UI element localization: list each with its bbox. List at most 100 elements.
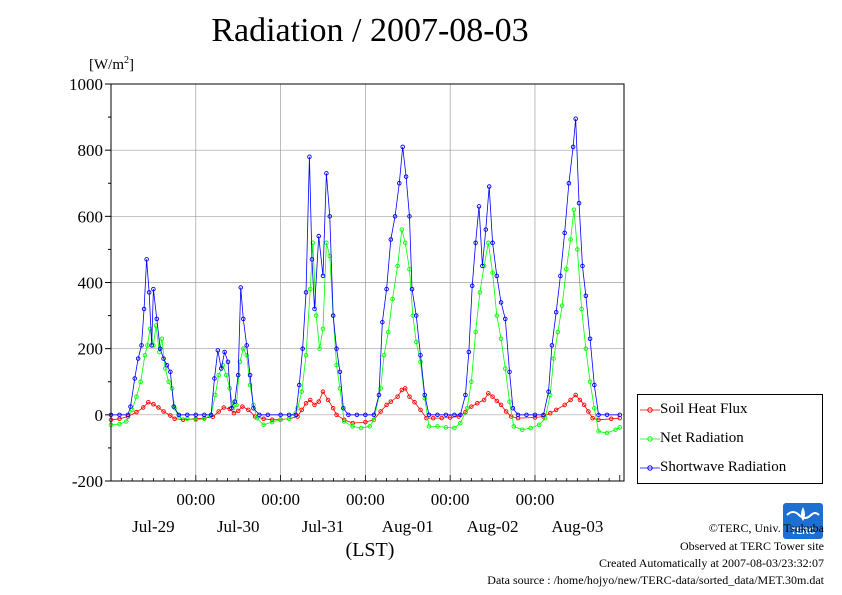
y-tick-label: 800 bbox=[78, 141, 104, 160]
data-point-shortwave-radiation bbox=[407, 214, 412, 219]
data-point-net-radiation bbox=[547, 392, 553, 398]
footer-observed: Observed at TERC Tower site bbox=[679, 539, 824, 553]
data-point-soil-heat-flux bbox=[246, 407, 251, 413]
data-point-net-radiation bbox=[583, 346, 589, 351]
data-point-shortwave-radiation bbox=[251, 405, 256, 411]
x-tick-label: 00:00 bbox=[261, 490, 300, 509]
chart-title: Radiation / 2007-08-03 bbox=[211, 12, 529, 49]
legend-label-soil-heat-flux: Soil Heat Flux bbox=[660, 401, 748, 417]
data-point-soil-heat-flux bbox=[418, 407, 423, 413]
data-point-soil-heat-flux bbox=[498, 402, 504, 408]
data-point-net-radiation bbox=[327, 253, 333, 259]
data-point-soil-heat-flux bbox=[439, 415, 444, 421]
data-point-shortwave-radiation bbox=[154, 316, 160, 322]
data-point-soil-heat-flux bbox=[481, 397, 487, 403]
data-point-soil-heat-flux bbox=[399, 387, 405, 393]
data-point-shortwave-radiation bbox=[128, 404, 133, 409]
data-point-shortwave-radiation bbox=[617, 412, 623, 418]
series-line-net-radiation bbox=[110, 209, 620, 434]
data-point-shortwave-radiation bbox=[458, 412, 463, 418]
data-point-soil-heat-flux bbox=[334, 412, 339, 418]
data-point-net-radiation bbox=[358, 425, 364, 431]
data-point-shortwave-radiation bbox=[324, 171, 329, 176]
data-point-shortwave-radiation bbox=[510, 405, 516, 411]
data-point-net-radiation bbox=[559, 303, 565, 308]
data-point-net-radiation bbox=[592, 405, 597, 411]
data-point-soil-heat-flux bbox=[235, 408, 241, 414]
data-point-shortwave-radiation bbox=[422, 392, 427, 398]
data-point-soil-heat-flux bbox=[312, 402, 317, 408]
data-point-shortwave-radiation bbox=[435, 412, 440, 418]
data-point-net-radiation bbox=[571, 207, 577, 212]
data-point-shortwave-radiation bbox=[418, 353, 423, 358]
data-point-soil-heat-flux bbox=[395, 394, 400, 399]
data-point-shortwave-radiation bbox=[327, 214, 333, 219]
data-point-net-radiation bbox=[575, 247, 580, 252]
legend-item-soil-heat-flux: Soil Heat Flux bbox=[638, 399, 824, 421]
data-point-soil-heat-flux bbox=[412, 400, 417, 405]
data-point-shortwave-radiation bbox=[132, 376, 137, 381]
data-point-shortwave-radiation bbox=[400, 144, 405, 150]
data-point-shortwave-radiation bbox=[146, 290, 152, 295]
data-point-net-radiation bbox=[367, 424, 372, 429]
data-point-soil-heat-flux bbox=[240, 404, 245, 409]
data-point-soil-heat-flux bbox=[547, 410, 553, 416]
data-point-net-radiation bbox=[386, 329, 391, 335]
legend-marker-soil-heat-flux bbox=[640, 407, 660, 413]
data-point-shortwave-radiation bbox=[244, 343, 249, 348]
data-point-soil-heat-flux bbox=[407, 394, 412, 399]
plot-frame bbox=[110, 83, 625, 482]
data-point-soil-heat-flux bbox=[316, 399, 321, 404]
y-axis-unit-label: [W/m2] bbox=[89, 55, 134, 74]
data-point-soil-heat-flux bbox=[168, 413, 173, 418]
data-point-shortwave-radiation bbox=[553, 310, 559, 315]
footer-created: Created Automatically at 2007-08-03/23:3… bbox=[599, 556, 824, 570]
data-point-shortwave-radiation bbox=[149, 343, 154, 348]
data-point-shortwave-radiation bbox=[296, 382, 302, 388]
data-point-shortwave-radiation bbox=[286, 412, 292, 418]
data-point-shortwave-radiation bbox=[463, 392, 468, 398]
x-tick-label: 00:00 bbox=[176, 490, 215, 509]
data-point-net-radiation bbox=[313, 313, 319, 318]
data-point-net-radiation bbox=[443, 425, 449, 430]
data-point-shortwave-radiation bbox=[312, 306, 317, 312]
data-point-soil-heat-flux bbox=[577, 397, 583, 403]
data-point-shortwave-radiation bbox=[604, 412, 610, 418]
data-point-shortwave-radiation bbox=[176, 412, 182, 418]
data-point-shortwave-radiation bbox=[546, 389, 551, 394]
legend-label-net-radiation: Net Radiation bbox=[660, 430, 744, 446]
data-point-net-radiation bbox=[324, 240, 329, 246]
terc-logo: TERC bbox=[783, 503, 823, 539]
data-point-shortwave-radiation bbox=[341, 405, 346, 411]
data-point-shortwave-radiation bbox=[490, 240, 495, 246]
data-point-net-radiation bbox=[241, 346, 246, 351]
data-point-soil-heat-flux bbox=[161, 409, 166, 414]
data-point-soil-heat-flux bbox=[231, 410, 237, 416]
data-point-shortwave-radiation bbox=[397, 180, 402, 186]
data-point-soil-heat-flux bbox=[562, 402, 567, 408]
data-point-net-radiation bbox=[551, 356, 556, 361]
data-point-net-radiation bbox=[134, 394, 139, 399]
data-point-shortwave-radiation bbox=[141, 306, 147, 312]
data-point-shortwave-radiation bbox=[498, 300, 504, 305]
data-point-shortwave-radiation bbox=[161, 356, 166, 361]
data-point-shortwave-radiation bbox=[503, 316, 508, 322]
data-point-net-radiation bbox=[477, 290, 483, 295]
y-axis-unit-exponent: 2 bbox=[124, 55, 129, 66]
data-point-net-radiation bbox=[320, 326, 326, 332]
data-point-soil-heat-flux bbox=[388, 399, 394, 404]
day-label: Aug-01 bbox=[382, 517, 434, 536]
data-point-shortwave-radiation bbox=[139, 343, 144, 348]
data-point-shortwave-radiation bbox=[265, 412, 271, 418]
data-point-shortwave-radiation bbox=[580, 263, 585, 269]
data-point-soil-heat-flux bbox=[503, 409, 509, 414]
data-point-soil-heat-flux bbox=[320, 389, 326, 394]
data-point-net-radiation bbox=[341, 419, 347, 424]
data-point-net-radiation bbox=[617, 425, 623, 430]
data-point-shortwave-radiation bbox=[409, 286, 415, 292]
data-point-net-radiation bbox=[216, 372, 221, 378]
data-point-shortwave-radiation bbox=[171, 404, 176, 409]
data-point-shortwave-radiation bbox=[135, 356, 141, 361]
data-point-shortwave-radiation bbox=[202, 412, 207, 418]
data-point-shortwave-radiation bbox=[300, 346, 305, 351]
